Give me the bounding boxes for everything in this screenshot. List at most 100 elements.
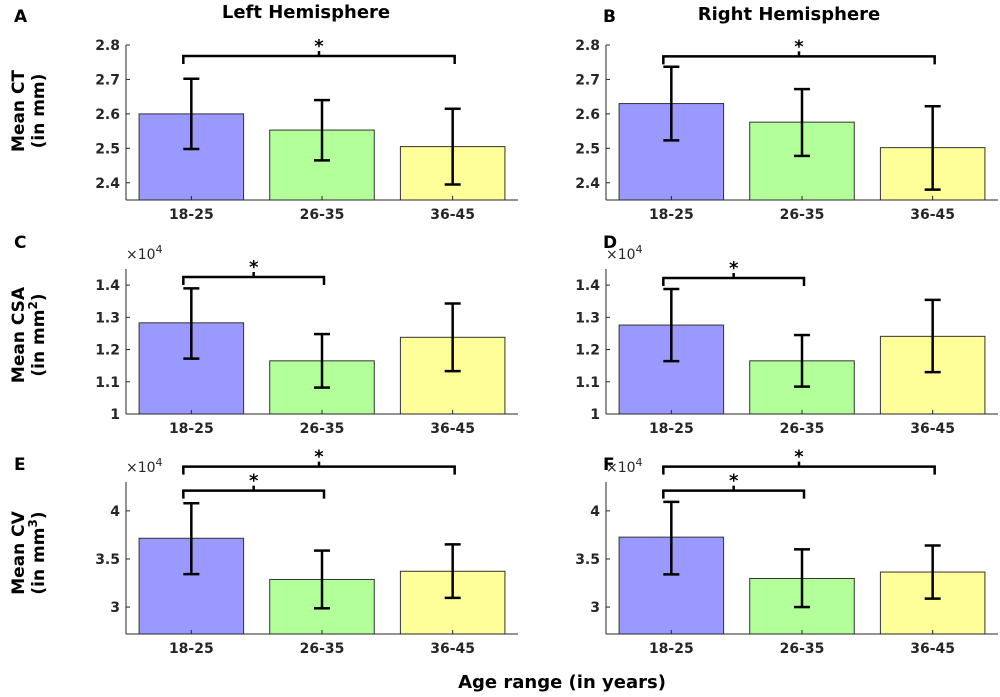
error-bar	[314, 332, 330, 389]
ylabel-csa-sup: 2	[26, 301, 40, 309]
x-tick-label: 36-45	[430, 421, 475, 437]
ylabel-csa-line2-wrap: (in mm2)	[26, 293, 49, 376]
panel-letter: A	[14, 7, 28, 27]
multiplier-base: ×10	[606, 460, 636, 476]
panel-b: B 2.4 2.5 2.6 2.7 2.8 18-25 26-35 36-45 *	[575, 7, 998, 223]
y-tick-label: 1	[590, 407, 600, 423]
y-tick-label: 1.3	[95, 310, 120, 326]
significance-bracket: *	[662, 258, 806, 287]
error-bar	[444, 543, 461, 600]
significance-star: *	[314, 447, 324, 468]
x-tick-label: 18-25	[649, 421, 694, 437]
y-tick-label: 1.3	[575, 310, 600, 326]
panel-letter: B	[603, 7, 616, 27]
x-tick-label: 26-35	[780, 421, 825, 437]
error-bar	[183, 287, 200, 360]
x-tick-label: 36-45	[430, 641, 475, 657]
ylabel-cv-sup: 3	[26, 519, 40, 527]
x-tick-label: 18-25	[649, 641, 694, 657]
multiplier-base: ×10	[126, 460, 156, 476]
error-bar	[794, 333, 810, 388]
error-bar	[924, 298, 941, 374]
x-tick-label: 26-35	[780, 207, 825, 223]
significance-bracket: *	[662, 36, 936, 65]
ylabel-cv-line2: (in mm	[29, 528, 49, 595]
x-tick-label: 18-25	[169, 641, 214, 657]
ylabel-ct: Mean CT (in mm)	[9, 70, 49, 152]
significance-star: *	[249, 257, 259, 278]
y-tick-label: 4	[110, 504, 120, 520]
bar-18-25	[138, 113, 245, 201]
significance-star: *	[794, 447, 804, 468]
y-tick-label: 1.1	[575, 375, 600, 391]
significance-bracket: *	[182, 447, 456, 475]
ylabel-csa: Mean CSA (in mm2)	[9, 286, 49, 383]
x-tick-label: 26-35	[780, 641, 825, 657]
ylabel-cv-line2-wrap: (in mm3)	[26, 511, 49, 594]
ylabel-csa-close: )	[29, 293, 49, 301]
y-tick-label: 2.7	[575, 72, 600, 88]
ylabel-cv-close: )	[29, 511, 49, 519]
axis-multiplier: ×104	[606, 243, 643, 263]
y-tick-label: 4	[590, 504, 600, 520]
x-tick-label: 26-35	[300, 641, 345, 657]
ylabel-csa-line2: (in mm	[29, 310, 49, 377]
y-tick-label: 2.5	[95, 141, 120, 157]
multiplier-base: ×10	[126, 247, 156, 263]
y-tick-label: 1.2	[95, 343, 120, 359]
y-tick-label: 3	[110, 600, 120, 616]
y-tick-label: 1	[110, 407, 120, 423]
y-tick-label: 2.7	[95, 72, 120, 88]
significance-bracket: *	[182, 36, 456, 65]
significance-bracket: *	[662, 447, 936, 475]
error-bar	[314, 549, 330, 610]
x-tick-label: 36-45	[910, 641, 955, 657]
y-tick-label: 3	[590, 600, 600, 616]
significance-star: *	[729, 471, 739, 492]
left-hemisphere-title: Left Hemisphere	[222, 2, 390, 23]
error-bar	[444, 107, 461, 186]
error-bar	[663, 287, 680, 363]
multiplier-base: ×10	[606, 247, 636, 263]
significance-star: *	[314, 36, 324, 57]
x-tick-label: 36-45	[910, 421, 955, 437]
y-tick-label: 2.8	[95, 38, 120, 54]
y-tick-label: 2.4	[575, 176, 600, 192]
error-bar	[183, 502, 200, 576]
ylabel-ct-line2: (in mm)	[29, 74, 49, 149]
error-bar	[924, 105, 941, 191]
x-tick-label: 36-45	[910, 207, 955, 223]
error-bar	[663, 65, 680, 142]
y-tick-label: 2.8	[575, 38, 600, 54]
x-tick-label: 18-25	[649, 207, 694, 223]
y-tick-label: 3.5	[575, 552, 600, 568]
error-bar	[183, 77, 200, 151]
multiplier-exponent: 4	[636, 456, 643, 469]
error-bar	[444, 302, 461, 373]
error-bar	[663, 500, 680, 576]
y-tick-label: 2.4	[95, 176, 120, 192]
panel-letter: E	[14, 455, 26, 475]
y-tick-label: 2.6	[95, 107, 120, 123]
error-bar	[794, 548, 810, 609]
significance-star: *	[729, 258, 739, 279]
x-tick-label: 18-25	[169, 421, 214, 437]
axis-multiplier: ×104	[606, 456, 643, 476]
significance-bracket: *	[662, 471, 806, 499]
significance-star: *	[794, 36, 804, 57]
y-tick-label: 3.5	[95, 552, 120, 568]
ylabel-cv: Mean CV (in mm3)	[9, 510, 49, 594]
panel-a: A 2.4 2.5 2.6 2.7 2.8 18-25 26-35 36-45 *	[14, 7, 518, 223]
significance-star: *	[249, 471, 259, 492]
panel-letter: F	[603, 455, 615, 475]
x-tick-label: 26-35	[300, 207, 345, 223]
multiplier-exponent: 4	[636, 243, 643, 256]
significance-bracket: *	[182, 257, 326, 286]
panel-letter: D	[603, 233, 617, 253]
x-tick-label: 18-25	[169, 207, 214, 223]
multiplier-exponent: 4	[156, 243, 163, 256]
y-tick-label: 1.4	[575, 278, 600, 294]
ylabel-cv-line1: Mean CV	[9, 510, 29, 594]
